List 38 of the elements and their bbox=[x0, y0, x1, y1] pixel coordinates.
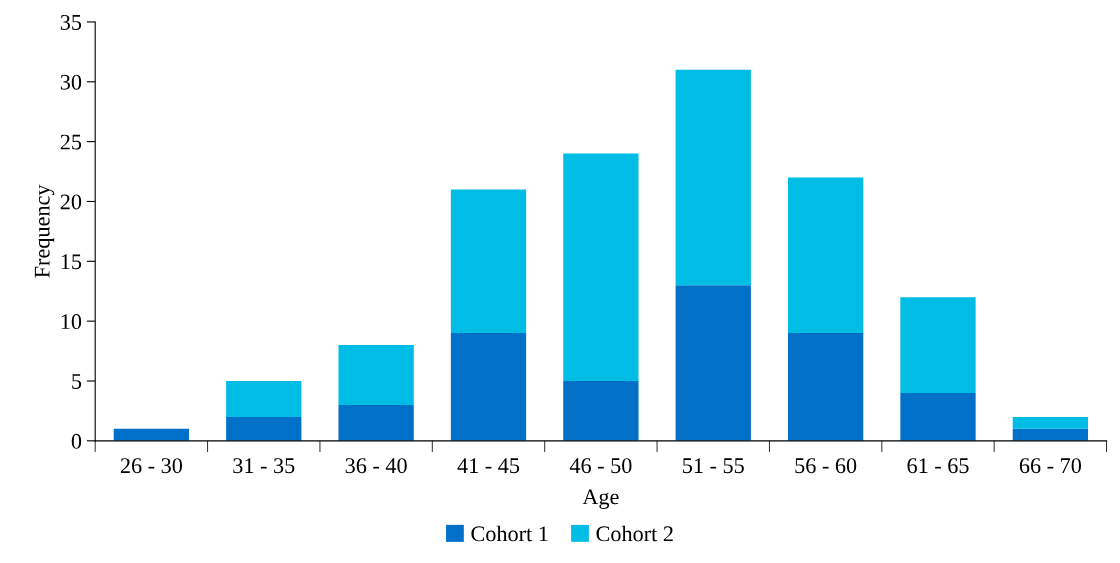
bar bbox=[563, 153, 639, 381]
legend-label: Cohort 1 bbox=[471, 525, 548, 542]
bar bbox=[226, 380, 302, 417]
y-tick-label: 20 bbox=[60, 194, 82, 210]
bar bbox=[787, 177, 864, 334]
x-tick-label: 26 - 30 bbox=[120, 458, 183, 474]
bar bbox=[450, 333, 527, 441]
bar bbox=[226, 416, 302, 441]
y-tick-label: 0 bbox=[71, 433, 82, 449]
y-tick-label: 35 bbox=[60, 14, 82, 30]
x-tick-label: 56 - 60 bbox=[795, 458, 857, 474]
x-tick-label: 31 - 35 bbox=[233, 458, 295, 474]
x-tick-label: 51 - 55 bbox=[683, 458, 744, 474]
bar bbox=[1012, 428, 1089, 441]
y-tick-label: 15 bbox=[61, 254, 82, 270]
y-tick-label: 5 bbox=[72, 374, 82, 389]
x-tick-label: 36 - 40 bbox=[345, 458, 407, 474]
y-tick-label: 30 bbox=[60, 74, 82, 90]
y-tick-label: 25 bbox=[60, 134, 82, 150]
bar bbox=[338, 345, 414, 405]
bar bbox=[1012, 416, 1089, 429]
bar bbox=[450, 189, 527, 334]
bar bbox=[113, 428, 190, 441]
x-tick-label: 61 - 65 bbox=[907, 458, 969, 474]
y-tick-label: 10 bbox=[61, 314, 82, 330]
legend-label: Cohort 2 bbox=[596, 525, 673, 542]
bar bbox=[900, 392, 976, 441]
x-tick-label: 66 - 70 bbox=[1019, 458, 1081, 474]
bar bbox=[675, 285, 751, 441]
bar bbox=[900, 297, 976, 393]
y-axis-title: Frequency bbox=[34, 184, 55, 278]
x-axis-title: Age bbox=[582, 489, 619, 509]
x-tick-label: 46 - 50 bbox=[569, 458, 632, 474]
bar bbox=[563, 380, 639, 441]
bar bbox=[675, 69, 751, 286]
bar bbox=[338, 404, 414, 441]
bar bbox=[787, 333, 864, 441]
x-tick-label: 41 - 45 bbox=[457, 458, 520, 474]
